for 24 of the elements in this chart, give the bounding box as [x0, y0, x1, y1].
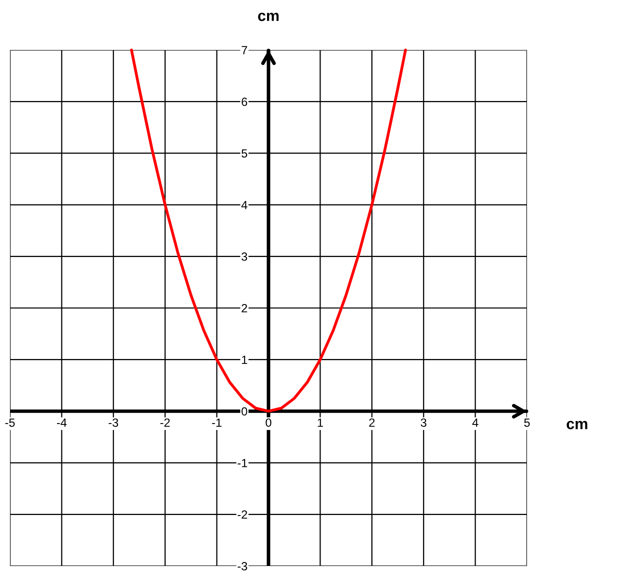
x-tick-label: -1 — [212, 418, 222, 427]
x-tick-label: 1 — [318, 418, 323, 427]
x-tick-label: 3 — [420, 418, 426, 427]
y-tick-label: -2 — [238, 510, 248, 519]
x-tick-label: -4 — [56, 418, 67, 427]
y-tick-label: 0 — [242, 407, 248, 416]
x-axis-title: cm — [566, 420, 588, 430]
y-axis-title: cm — [258, 12, 279, 22]
y-tick-label: -1 — [238, 458, 248, 468]
x-tick-label: 5 — [524, 418, 530, 427]
x-tick-label: 0 — [266, 418, 272, 427]
y-tick-label: 3 — [242, 252, 248, 261]
x-tick-label: 2 — [369, 418, 375, 427]
x-tick-label: -3 — [108, 418, 118, 427]
y-tick-label: 7 — [242, 46, 248, 54]
y-tick-label: 2 — [242, 304, 248, 312]
y-tick-label: 6 — [242, 98, 248, 106]
y-tick-label: -3 — [238, 562, 248, 570]
y-tick-label: 5 — [242, 149, 248, 158]
y-tick-label: 4 — [241, 200, 248, 210]
x-tick-label: 4 — [472, 418, 478, 427]
x-tick-label: -2 — [160, 418, 170, 427]
y-tick-label: 1 — [242, 356, 248, 364]
x-tick-label: -5 — [5, 418, 15, 427]
